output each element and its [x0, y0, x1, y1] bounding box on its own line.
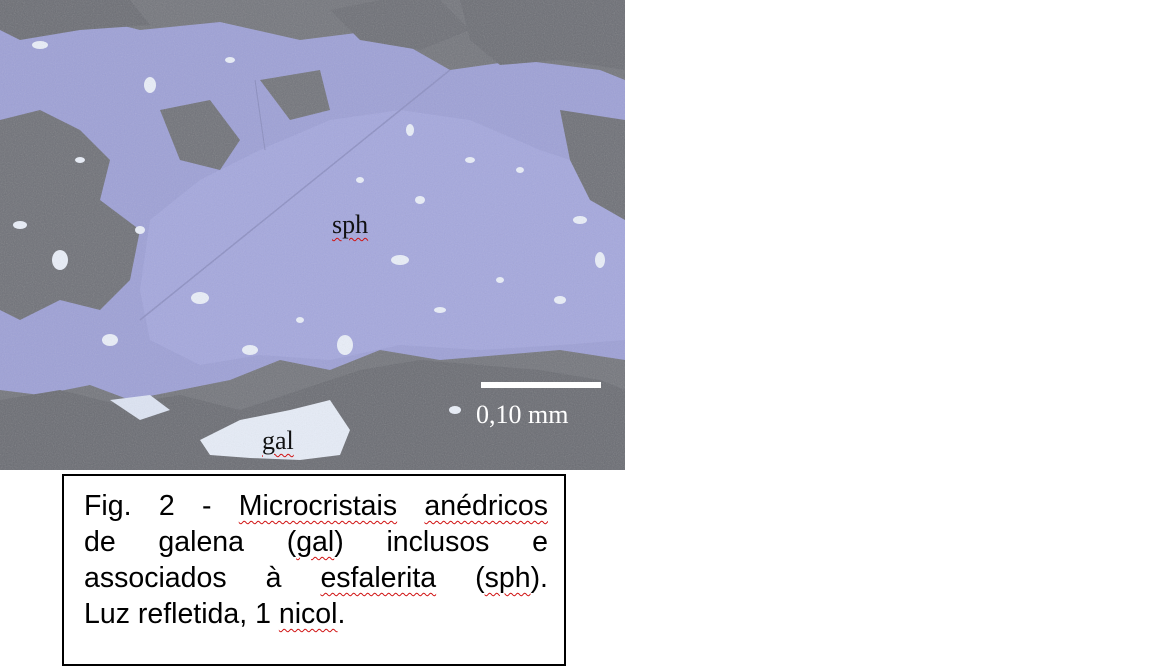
galena-label: gal: [262, 426, 294, 455]
caption-text-segment: Luz refletida, 1: [84, 598, 279, 630]
caption-flagged-word: sph: [484, 562, 531, 594]
caption-line-3: associados à esfalerita (sph).: [84, 560, 548, 596]
caption-line-1: Fig. 2 - Microcristais anédricos: [84, 488, 548, 524]
caption-text-segment: [397, 490, 424, 522]
sphalerite-label: sph: [332, 210, 369, 239]
caption-flagged-word: esfalerita: [320, 562, 437, 594]
caption-flagged-word: gal: [296, 526, 335, 558]
caption-text-segment: de galena (: [84, 526, 297, 558]
caption-flagged-word: nicol: [278, 598, 338, 630]
caption-line-2: de galena (gal) inclusos e: [84, 524, 548, 560]
caption-text-segment: ) inclusos e: [334, 526, 548, 558]
caption-text-segment: .: [337, 598, 346, 630]
figure-caption: Fig. 2 - Microcristais anédricos de gale…: [84, 488, 548, 632]
caption-text-segment: (: [436, 562, 485, 594]
caption-line-4: Luz refletida, 1 nicol.: [84, 596, 548, 632]
micrograph-photo: [0, 0, 625, 470]
scale-bar: [481, 382, 601, 388]
caption-flagged-word: Microcristais: [238, 490, 398, 522]
caption-flagged-word: anédricos: [424, 490, 548, 522]
scale-bar-label: 0,10 mm: [476, 400, 569, 429]
caption-text-segment: associados à: [84, 562, 321, 594]
figure-caption-box: Fig. 2 - Microcristais anédricos de gale…: [62, 474, 566, 666]
caption-text-segment: Fig. 2 -: [84, 490, 239, 522]
caption-text-segment: ).: [530, 562, 548, 594]
